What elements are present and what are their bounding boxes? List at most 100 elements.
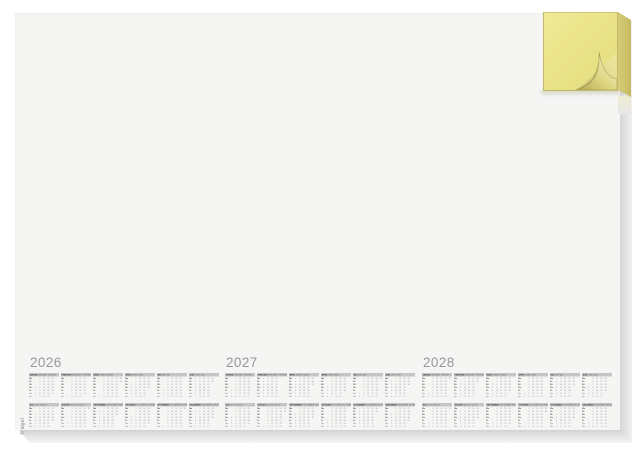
day-number: 23 — [179, 407, 182, 410]
day-number: 23 — [403, 416, 406, 419]
day-number: 27 — [508, 413, 511, 416]
day-number: 30 — [179, 392, 182, 395]
day-number: 9 — [235, 392, 237, 395]
weekday-row: So 1 8 15 22 29 — [257, 425, 287, 428]
weekday-label: Sa — [518, 422, 521, 425]
weekday-label: Fr — [289, 419, 292, 422]
weekday-label: Di — [289, 380, 292, 383]
sticky-note-sheet-edge — [618, 96, 631, 114]
day-number: 15 — [335, 419, 338, 422]
day-number: 29 — [508, 419, 511, 422]
day-number: 19 — [47, 377, 50, 380]
month-inner: APRIL APRIL AVRIL Mo 3 10 17 24 Di 4 11 18 25 Mi 5 12 19… — [518, 373, 548, 398]
weekday-row: Di 3 10 17 24 31 — [93, 380, 123, 383]
weekday-label: So — [257, 425, 260, 428]
day-number — [119, 425, 123, 428]
day-number: 25 — [179, 413, 182, 416]
day-number: 8 — [528, 392, 530, 395]
day-number: 10 — [38, 419, 41, 422]
weekday-label: So — [550, 395, 553, 398]
day-number: 20 — [600, 413, 603, 416]
day-number: 27 — [604, 380, 607, 383]
month-name-fr: JUILLET — [235, 403, 244, 406]
day-number: 28 — [375, 389, 378, 392]
day-number: 25 — [371, 416, 374, 419]
weekday-row: Di 2 9 16 23 30 — [353, 410, 383, 413]
weekday-row: Mo 3 10 17 24 — [518, 377, 548, 380]
weekday-row: Fr 4 11 18 25 — [93, 419, 123, 422]
month-name-en: NOVEMBER — [365, 403, 377, 406]
month-calendar: DEZEMBERDECEMBERDÉCEMBREMo6132027Di71421… — [385, 403, 415, 428]
weekday-label: Do — [93, 386, 96, 389]
day-number: 12 — [239, 407, 242, 410]
day-number: 16 — [111, 377, 114, 380]
weekday-label: Sa — [29, 422, 32, 425]
day-number: 14 — [43, 383, 46, 386]
day-number: 4 — [295, 422, 297, 425]
day-number: 7 — [135, 380, 137, 383]
day-number: 24 — [115, 380, 118, 383]
day-number: 25 — [472, 389, 475, 392]
day-number: 4 — [391, 389, 393, 392]
day-number: 7 — [528, 389, 530, 392]
weekday-row: Mi 2 9 16 23 30 — [454, 413, 484, 416]
day-number: 8 — [299, 377, 301, 380]
month-name: JUNI — [385, 373, 391, 376]
weekday-label: Sa — [385, 422, 388, 425]
day-number: 28 — [572, 410, 575, 413]
day-number: 16 — [203, 380, 206, 383]
month-calendar: AUGUST AUGUST AOÛT Mo 2 9 16 23 30 Di 3 10 17 24 31 Mi 4… — [257, 403, 287, 428]
day-number: 4 — [35, 422, 37, 425]
weekday-row: Fr 6 13 20 27 — [93, 389, 123, 392]
day-number: 7 — [592, 416, 594, 419]
day-number: 11 — [362, 416, 365, 419]
weekday-label: Sa — [582, 422, 585, 425]
day-number: 28 — [179, 422, 182, 425]
month-calendar: MÄRZ MARCH MARS Mo 2 9 16 23 30 Di 3 10 17 24 31 Mi 4 11 1… — [93, 373, 123, 398]
day-number: 2 — [428, 395, 430, 398]
day-number: 13 — [171, 383, 174, 386]
day-number: 23 — [47, 416, 50, 419]
day-number: 3 — [71, 407, 73, 410]
day-number: 20 — [203, 425, 206, 428]
weekday-row: Do 1 8 15 22 29 — [125, 416, 155, 419]
weekday-row: Di 4 11 18 25 — [422, 380, 452, 383]
month-inner: APRIL APRIL AVRIL Mo 5 12 19 26 Di 6 13 20 27 Mi 7 14 21… — [321, 373, 351, 398]
weekday-row: Mo 1 8 15 22 — [257, 377, 287, 380]
day-number: 18 — [243, 377, 246, 380]
weekday-row: So 5 12 19 26 — [385, 425, 415, 428]
day-number: 26 — [143, 395, 146, 398]
day-number: 1 — [35, 386, 37, 389]
weekday-label: Sa — [61, 392, 64, 395]
weekday-row: Mo 2 9 16 23 30 — [157, 407, 187, 410]
day-number: 24 — [207, 416, 210, 419]
month-calendar: NOVEMBERNOVEMBERNOVEMBREMo18152229Di2916… — [353, 403, 383, 428]
day-number: 18 — [339, 407, 342, 410]
day-number: 13 — [271, 419, 274, 422]
day-number: 4 — [432, 410, 434, 413]
weekday-row: Sa 7 14 21 28 — [157, 422, 187, 425]
day-number: 30 — [211, 413, 214, 416]
month-header: MAI MAY MAI — [353, 373, 383, 377]
day-number: 24 — [339, 425, 342, 428]
day-number: 28 — [476, 407, 479, 410]
day-number: 17 — [440, 377, 443, 380]
day-number: 16 — [275, 407, 278, 410]
month-header: MÄRZ MARCH MARS — [289, 373, 319, 377]
page-curl-icon — [575, 51, 617, 90]
day-number: 27 — [179, 383, 182, 386]
day-number: 26 — [207, 422, 210, 425]
day-number: 12 — [171, 380, 174, 383]
day-number: 8 — [331, 419, 333, 422]
weekday-row: Mi 3 10 17 24 31 — [289, 383, 319, 386]
day-number: 7 — [432, 419, 434, 422]
day-number: 25 — [47, 395, 50, 398]
day-number: 7 — [71, 419, 73, 422]
day-number: 23 — [207, 380, 210, 383]
day-number: 31 — [51, 419, 54, 422]
day-number: 7 — [528, 422, 530, 425]
weekday-row: Fr 5 12 19 26 — [189, 389, 219, 392]
weekday-label: Mi — [225, 383, 228, 386]
weekday-row: Fr 1 8 15 22 29 — [225, 389, 255, 392]
weekday-row: Mo 7 14 21 28 — [189, 407, 219, 410]
